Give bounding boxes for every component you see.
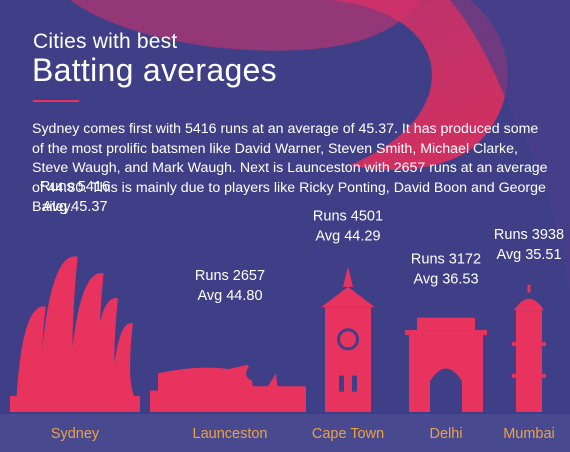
description-text: Sydney comes first with 5416 runs at an … (32, 121, 548, 215)
avg-data-label: Avg 36.53 (413, 272, 478, 288)
avg-data-label: Avg 45.37 (42, 199, 107, 215)
city-category-label: Cape Town (312, 426, 384, 442)
city-category-label: Sydney (51, 426, 100, 442)
minaret-tower-icon (512, 284, 546, 412)
avg-data-label: Avg 44.80 (197, 288, 262, 304)
chart-title: Batting averages (32, 52, 277, 88)
avg-data-label: Avg 35.51 (496, 247, 561, 263)
runs-data-label: Runs 5416 (40, 179, 110, 195)
city-category-label: Mumbai (503, 426, 555, 442)
city-category-label: Launceston (193, 426, 268, 442)
city-category-label: Delhi (429, 426, 462, 442)
india-gate-icon (405, 317, 487, 412)
chart-subtitle: Cities with best (33, 30, 178, 53)
runs-data-label: Runs 3172 (411, 252, 481, 268)
title-underline (33, 100, 79, 102)
launceston-skyline-icon (150, 364, 306, 412)
footer-band (0, 414, 570, 452)
opera-house-icon (10, 256, 140, 412)
clock-tower-icon (321, 266, 375, 412)
runs-data-label: Runs 2657 (195, 268, 265, 284)
runs-data-label: Runs 4501 (313, 209, 383, 225)
avg-data-label: Avg 44.29 (315, 229, 380, 245)
runs-data-label: Runs 3938 (494, 227, 564, 243)
